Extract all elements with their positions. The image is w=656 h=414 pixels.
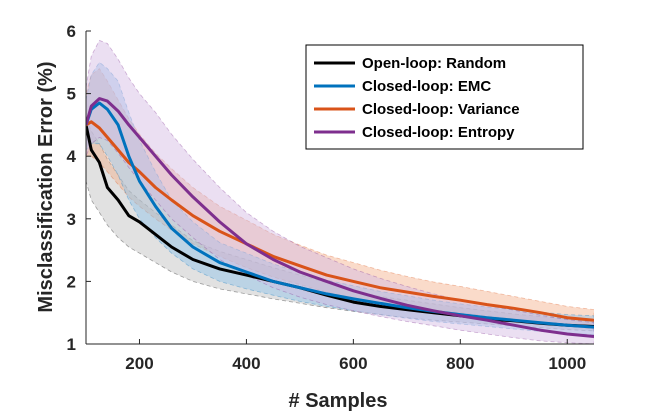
line-closed-loop-emc bbox=[86, 101, 594, 329]
y-tick-label: 5 bbox=[67, 85, 76, 104]
series-lines bbox=[86, 97, 594, 338]
tick-labels: 200 400 600 800 1000 1 2 3 4 5 6 bbox=[67, 22, 587, 373]
x-tick-label: 800 bbox=[446, 354, 474, 373]
y-tick-label: 4 bbox=[67, 147, 77, 166]
x-tick-label: 1000 bbox=[548, 354, 586, 373]
y-axis-label: Misclassification Error (%) bbox=[35, 61, 57, 312]
legend-label: Closed-loop: EMC bbox=[362, 78, 491, 95]
legend: Open-loop: Random Closed-loop: EMC Closed-… bbox=[305, 44, 584, 150]
legend-label: Closed-loop: Variance bbox=[362, 101, 520, 118]
line-closed-loop-entropy bbox=[86, 97, 594, 338]
axes bbox=[85, 30, 594, 345]
x-tick-label: 400 bbox=[232, 354, 260, 373]
line-closed-loop-variance bbox=[86, 120, 594, 322]
x-axis-label: # Samples bbox=[289, 390, 388, 412]
legend-label: Open-loop: Random bbox=[362, 55, 506, 72]
band-open-loop-random bbox=[86, 118, 594, 332]
legend-label: Closed-loop: Entropy bbox=[362, 124, 515, 141]
y-tick-label: 6 bbox=[67, 22, 76, 41]
y-tick-label: 3 bbox=[67, 210, 76, 229]
y-tick-label: 2 bbox=[67, 272, 76, 291]
x-tick-label: 600 bbox=[339, 354, 367, 373]
y-tick-label: 1 bbox=[67, 335, 76, 354]
x-tick-label: 200 bbox=[125, 354, 153, 373]
